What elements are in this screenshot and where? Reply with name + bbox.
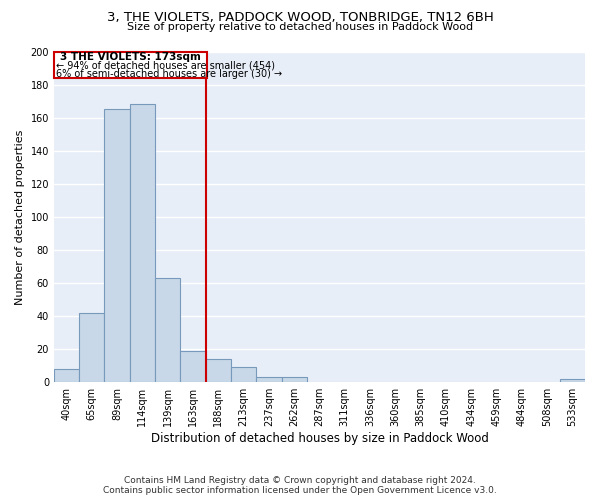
Bar — [155, 278, 181, 382]
Bar — [256, 377, 281, 382]
Bar — [281, 377, 307, 382]
Bar — [206, 359, 231, 382]
Bar — [104, 110, 130, 382]
X-axis label: Distribution of detached houses by size in Paddock Wood: Distribution of detached houses by size … — [151, 432, 488, 445]
Y-axis label: Number of detached properties: Number of detached properties — [15, 129, 25, 304]
Bar — [231, 368, 256, 382]
Text: 3, THE VIOLETS, PADDOCK WOOD, TONBRIDGE, TN12 6BH: 3, THE VIOLETS, PADDOCK WOOD, TONBRIDGE,… — [107, 11, 493, 24]
Bar — [560, 379, 585, 382]
Text: 3 THE VIOLETS: 173sqm: 3 THE VIOLETS: 173sqm — [60, 52, 201, 62]
Bar — [79, 313, 104, 382]
Bar — [130, 104, 155, 382]
Text: Contains HM Land Registry data © Crown copyright and database right 2024.
Contai: Contains HM Land Registry data © Crown c… — [103, 476, 497, 495]
Text: 6% of semi-detached houses are larger (30) →: 6% of semi-detached houses are larger (3… — [56, 69, 283, 79]
FancyBboxPatch shape — [54, 52, 207, 78]
Bar — [181, 351, 206, 382]
Text: ← 94% of detached houses are smaller (454): ← 94% of detached houses are smaller (45… — [56, 60, 275, 70]
Bar — [54, 369, 79, 382]
Text: Size of property relative to detached houses in Paddock Wood: Size of property relative to detached ho… — [127, 22, 473, 32]
